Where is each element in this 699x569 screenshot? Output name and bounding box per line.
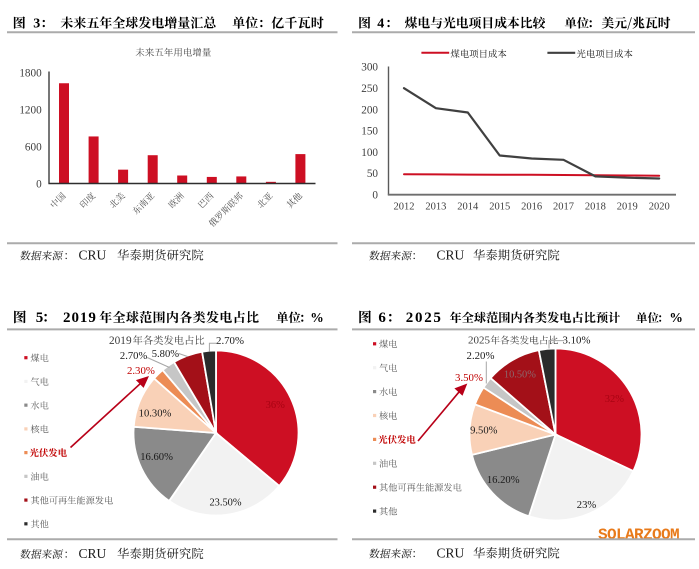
svg-text:CRU: CRU	[79, 546, 107, 561]
svg-text:3.50%: 3.50%	[455, 372, 483, 384]
svg-text:100: 100	[361, 147, 378, 159]
svg-text:2020: 2020	[649, 202, 670, 213]
svg-text:5: 5	[36, 310, 44, 326]
svg-text:2019: 2019	[63, 310, 97, 326]
svg-text:5.80%: 5.80%	[152, 349, 180, 360]
svg-text:23%: 23%	[577, 500, 597, 511]
svg-text:2.30%: 2.30%	[127, 365, 155, 377]
svg-text:9.50%: 9.50%	[470, 425, 498, 436]
svg-text:2016: 2016	[521, 202, 542, 213]
svg-text:2025: 2025	[406, 310, 443, 326]
svg-text:2.70%: 2.70%	[120, 351, 148, 362]
svg-text:CRU: CRU	[437, 546, 465, 561]
svg-text:150: 150	[361, 126, 378, 138]
svg-text:250: 250	[361, 83, 378, 95]
svg-text:10.30%: 10.30%	[139, 408, 172, 419]
svg-text:3.10%: 3.10%	[563, 335, 591, 347]
svg-text:%: %	[669, 310, 683, 325]
svg-text:4: 4	[377, 17, 384, 32]
svg-text:2014: 2014	[457, 202, 479, 213]
svg-text:2013: 2013	[425, 202, 446, 213]
svg-text:2.20%: 2.20%	[467, 350, 495, 362]
svg-text:1200: 1200	[19, 105, 42, 117]
svg-text:2019: 2019	[109, 335, 132, 347]
svg-text:16.60%: 16.60%	[140, 452, 173, 463]
svg-text:0: 0	[372, 190, 378, 202]
svg-text:2018: 2018	[585, 202, 606, 213]
svg-text:10.50%: 10.50%	[504, 369, 536, 380]
svg-text:23.50%: 23.50%	[209, 498, 241, 509]
svg-text:3: 3	[33, 17, 40, 32]
svg-text:36%: 36%	[266, 400, 286, 411]
svg-text:2019: 2019	[617, 202, 638, 213]
svg-text:1800: 1800	[19, 68, 42, 80]
svg-text:0: 0	[36, 178, 42, 190]
svg-text:CRU: CRU	[79, 248, 107, 263]
svg-text:16.20%: 16.20%	[487, 475, 520, 486]
svg-text:2017: 2017	[553, 202, 574, 213]
svg-text:2015: 2015	[489, 202, 510, 213]
svg-text:200: 200	[361, 104, 378, 116]
svg-text:CRU: CRU	[437, 248, 465, 263]
svg-text:SOLARZOOM: SOLARZOOM	[598, 526, 679, 544]
svg-text:2.70%: 2.70%	[216, 335, 244, 347]
svg-text:300: 300	[361, 62, 378, 74]
svg-text:6: 6	[378, 310, 386, 326]
svg-text:2025: 2025	[468, 335, 491, 347]
svg-text:50: 50	[367, 168, 379, 180]
svg-text:2012: 2012	[394, 202, 415, 213]
svg-text:%: %	[310, 310, 324, 325]
svg-text:600: 600	[25, 141, 42, 153]
svg-text:32%: 32%	[605, 394, 625, 405]
